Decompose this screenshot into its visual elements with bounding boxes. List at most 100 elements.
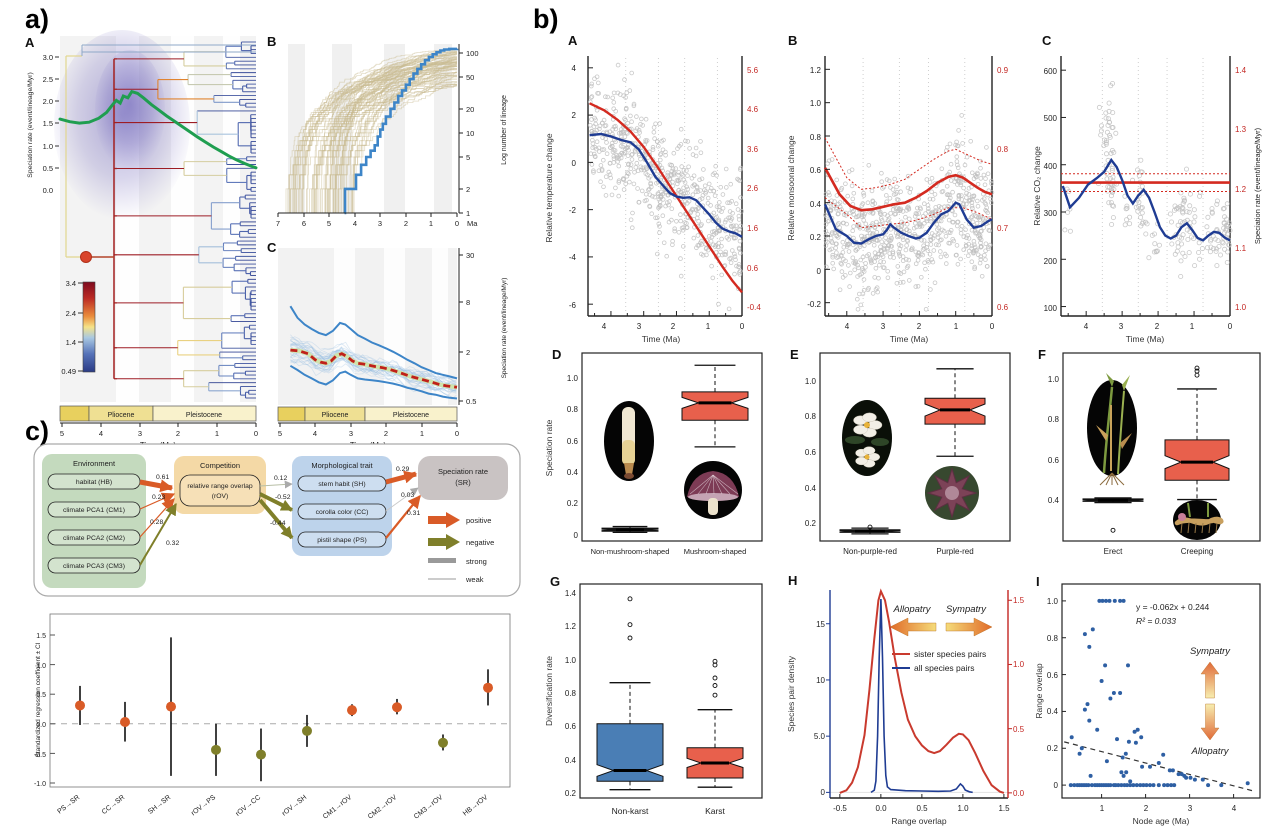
- y-tick-label: 0.8: [567, 405, 579, 414]
- y-tick-label: 0.5: [43, 164, 53, 173]
- subpanel-letter: E: [790, 347, 799, 362]
- geological-timescale-bar: Pliocene Pleistocene: [277, 406, 458, 422]
- axes: 1.2 1.0 0.8 0.6 0.4 0.2 0 -0.2 0.9 0.8 0…: [807, 66, 1008, 344]
- legend-label: weak: [465, 575, 484, 584]
- monsoon-plot: [823, 56, 995, 317]
- speciation-rate-box: [418, 456, 508, 500]
- band: [334, 248, 355, 405]
- x-tick-label: 2: [1155, 322, 1160, 331]
- regression-equation: y = -0.062x + 0.244: [1136, 602, 1210, 612]
- rate-shift-node-dot: [80, 251, 92, 263]
- colorbar-tick: 2.4: [66, 309, 76, 318]
- panel-aA-phylogeny: A Speciation rate (event/lineage/Myr) 3.…: [25, 30, 258, 450]
- node-pistil-shape: [297, 531, 387, 548]
- node-label: climate PCA2 (CM2): [63, 535, 125, 542]
- y-tick-label: 0.0: [43, 186, 53, 195]
- node-label: climate PCA3 (CM3): [63, 563, 125, 570]
- axes: 0.2 0.4 0.6 0.8 1.0 1.2 1.4 Non-karst Ka…: [565, 589, 726, 816]
- phylogenetic-tree: [65, 41, 256, 399]
- y-axis-title: Relative CO₂ change: [1032, 146, 1042, 226]
- negative-arrow-icon: [428, 534, 460, 550]
- y-tick-label: 10: [816, 676, 825, 685]
- coefficient-label: 0.32: [166, 540, 179, 547]
- positive-arrow-icon: [428, 512, 460, 528]
- x-tick-label: 4: [602, 322, 607, 331]
- x-tick-label: 1: [1190, 322, 1195, 331]
- coefficient-label: 0.28: [150, 519, 163, 526]
- panel-bH-density: H Species pair density Allopatry Sympatr…: [786, 573, 1025, 826]
- y-tick-label: -1.0: [34, 781, 46, 788]
- y-tick-label: 1.2: [565, 622, 577, 631]
- sympatry-label: Sympatry: [946, 604, 987, 615]
- era-label: Pleistocene: [393, 412, 429, 419]
- y2-tick-label: 0.6: [997, 303, 1009, 312]
- x-tick-label: 1: [215, 429, 219, 438]
- axes: 0.2 0.4 0.6 0.8 1.0 Non-purple-red Purpl…: [805, 377, 974, 556]
- y-tick-label: 2: [466, 348, 470, 357]
- panel-bG-boxplot: G Diversification rate 0.2 0.4 0.6 0.8 1…: [544, 574, 763, 816]
- photo-erect-stem: [1087, 373, 1137, 486]
- category-label: PS→SR: [56, 794, 81, 816]
- axes: 0.4 0.6 0.8 1.0 Erect Creeping: [1048, 375, 1213, 556]
- y2-tick-label: 0.6: [747, 264, 759, 273]
- y-tick-label: 0.8: [1047, 634, 1059, 643]
- x-axis-title: Node age (Ma): [1133, 816, 1190, 826]
- x-tick-label: 0: [1228, 322, 1233, 331]
- legend-label: all species pairs: [914, 663, 974, 673]
- right-y-axis: 30 8 2 0.5 Speciation rate (event/lineag…: [458, 248, 508, 406]
- y-axis-title: Range overlap: [1034, 663, 1044, 719]
- x-tick-label: 1.5: [998, 804, 1010, 813]
- node-label: climate PCA1 (CM1): [63, 507, 125, 514]
- path-edges: [139, 470, 421, 566]
- y-tick-label: 0: [572, 159, 577, 168]
- y-tick-label: 1.0: [1048, 375, 1060, 384]
- category-label: HB→rOV: [462, 794, 490, 818]
- panel-bD-boxplot: D Speciation rate 0 0.2 0.4 0.6 0.8 1.0 …: [544, 347, 763, 556]
- annotation-arrows: Allopatry Sympatry: [889, 604, 993, 637]
- band: [288, 44, 305, 213]
- allopatry-arrow-icon: [1200, 703, 1220, 741]
- y-tick-label: 50: [466, 73, 474, 82]
- y2-tick-label: 1.3: [1235, 125, 1247, 134]
- y-tick-label: 1.0: [43, 142, 53, 151]
- panel-c-coefficient-plot: Standardized regression coefficient ± CI…: [34, 613, 511, 821]
- environment-group-box: [42, 454, 146, 588]
- y-tick-label: 1.5: [43, 119, 53, 128]
- coefficient-label: -0.44: [270, 520, 286, 527]
- coefficient-label: -0.52: [275, 494, 291, 501]
- y-tick-label: 0.8: [1048, 415, 1060, 424]
- panel-bB-monsoon: B Relative monsoonal change 1.2 1.0 0.8 …: [786, 33, 1009, 344]
- coefficient-label: 0.03: [401, 492, 414, 499]
- y2-tick-label: 2.6: [747, 184, 759, 193]
- y-tick-label: 1.0: [1047, 597, 1059, 606]
- subpanel-letter: B: [788, 33, 797, 48]
- rtt-envelope-and-median: [289, 305, 458, 400]
- y-tick-label: 0.8: [810, 133, 822, 142]
- right-y-axis-title: Speciation rate (event/lineage/Myr): [501, 278, 508, 379]
- axes: 0 0.2 0.4 0.6 0.8 1.0 Non-mushroom-shape…: [567, 374, 746, 556]
- node-stem-habit: [297, 475, 387, 492]
- y-tick-label: 100: [466, 49, 479, 58]
- y-tick-label: 0.2: [805, 519, 817, 528]
- boxplots: [1082, 365, 1230, 533]
- speciation-rate-curve: [58, 89, 258, 170]
- panel-bA-temperature: A Relative temperature change 4 2 0 -2 -…: [544, 33, 761, 344]
- y-tick-label: 1.2: [810, 66, 822, 75]
- category-label: Non-karst: [612, 806, 649, 816]
- subpanel-letter: D: [552, 347, 561, 362]
- y-tick-label: 0.8: [805, 412, 817, 421]
- y-tick-label: 0.4: [567, 468, 579, 477]
- group-title: Morphological trait: [311, 461, 373, 470]
- era-label: Pleistocene: [186, 412, 222, 419]
- x-tick-label: 1.0: [957, 804, 969, 813]
- y-tick-label: 0.2: [567, 499, 579, 508]
- x-tick-label: 0: [740, 322, 745, 331]
- y-tick-label: 0.2: [810, 233, 822, 242]
- subpanel-letter: G: [550, 574, 560, 589]
- x-tick-label: 2: [176, 429, 180, 438]
- x-axis-unit: Ma: [467, 219, 478, 228]
- y-tick-label: 0: [817, 267, 822, 276]
- x-tick-label: 4: [1232, 804, 1237, 813]
- category-label: CM2→rOV: [367, 794, 399, 821]
- colorbar-tick: 0.49: [61, 367, 76, 376]
